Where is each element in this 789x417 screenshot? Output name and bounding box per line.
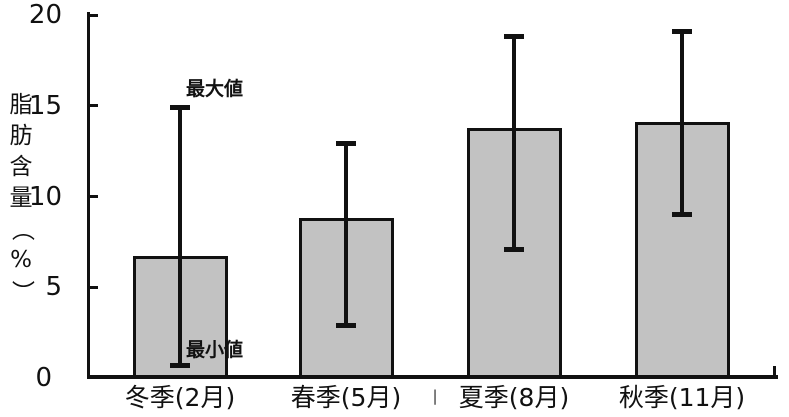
- y-axis-title: 脂肪含量（%）: [6, 90, 36, 307]
- x-category-label: 夏季(8月): [458, 383, 570, 412]
- error-bar-line: [344, 143, 348, 326]
- error-bar-cap-max: [170, 105, 190, 111]
- y-tick-mark: [90, 104, 98, 108]
- error-bar-cap-max: [672, 28, 692, 34]
- error-bar-line: [178, 107, 182, 366]
- y-axis-title-char: 量: [9, 185, 33, 211]
- error-bar-cap-min: [336, 322, 356, 328]
- y-axis-title-char: 肪: [9, 123, 33, 149]
- x-category-label: 春季(5月): [290, 383, 402, 412]
- y-axis-title-char: 含: [9, 154, 33, 180]
- x-axis-end-tick: [773, 366, 776, 377]
- x-category-label: 冬季(2月): [124, 383, 236, 412]
- x-axis-separator-mark: |: [432, 387, 438, 405]
- y-axis-title-char: 脂: [9, 92, 33, 118]
- annotation-max-value: 最大値: [186, 78, 244, 100]
- annotation-min-value: 最小値: [186, 339, 244, 361]
- error-bar-cap-max: [504, 34, 524, 40]
- error-bar-cap-min: [672, 212, 692, 218]
- x-axis-line: [87, 375, 778, 379]
- y-tick-label: 5: [45, 272, 62, 303]
- y-tick-mark: [90, 13, 98, 17]
- error-bar-cap-max: [336, 141, 356, 147]
- error-bar-line: [680, 31, 684, 215]
- y-tick-label: 0: [35, 363, 52, 393]
- error-bar-cap-min: [504, 246, 524, 252]
- y-axis-title-char: %: [10, 247, 32, 273]
- y-axis-line: [87, 12, 90, 378]
- error-bar-cap-min: [170, 362, 190, 368]
- y-tick-label: 20: [28, 0, 62, 30]
- x-category-label: 秋季(11月): [618, 383, 746, 412]
- y-tick-mark: [90, 285, 98, 289]
- y-tick-label: 15: [28, 90, 62, 121]
- error-bar-line: [512, 36, 516, 250]
- y-tick-mark: [90, 195, 98, 198]
- y-axis-title-char: （: [8, 218, 35, 241]
- y-tick-label: 10: [28, 181, 62, 212]
